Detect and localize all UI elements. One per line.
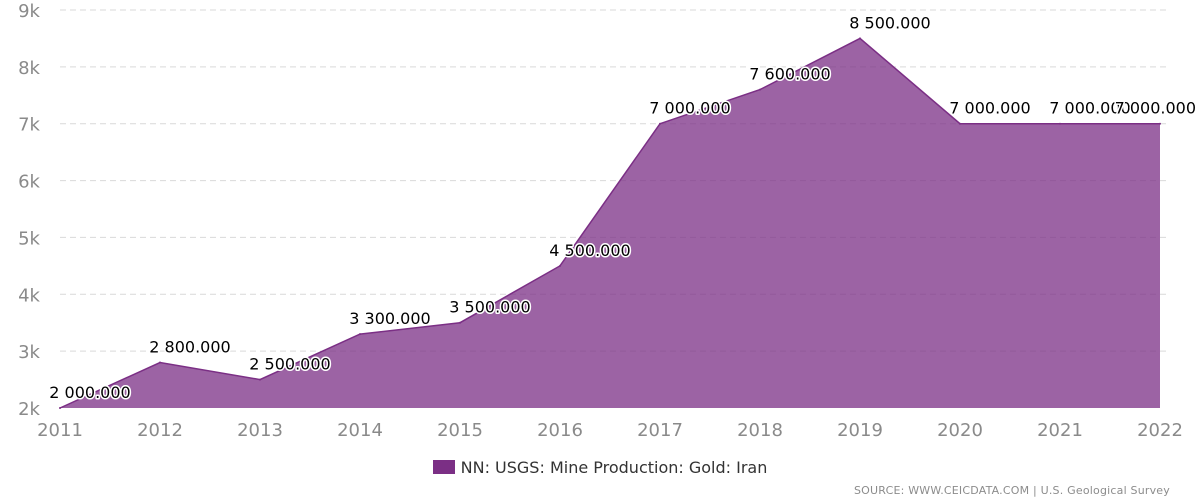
- x-tick-label: 2014: [337, 420, 383, 441]
- data-label: 2 000.000: [49, 383, 130, 402]
- x-tick-label: 2019: [837, 420, 883, 441]
- y-tick-label: 5k: [18, 228, 40, 249]
- data-label: 2 500.000: [249, 355, 330, 374]
- data-label: 3 500.000: [449, 298, 530, 317]
- y-tick-label: 6k: [18, 172, 40, 193]
- data-point: [1159, 122, 1161, 125]
- y-tick-label: 9k: [18, 1, 40, 22]
- area-series: [59, 37, 1161, 409]
- data-point: [59, 407, 61, 409]
- x-tick-label: 2021: [1037, 420, 1083, 441]
- x-axis-ticks: 2011 2012 2013 2014 2015 2016 2017 2018 2019 2020…: [37, 420, 1183, 441]
- data-label: 7 000.000: [949, 99, 1030, 118]
- x-tick-label: 2015: [437, 420, 483, 441]
- series-area: [60, 38, 1160, 409]
- data-label: 7 000.000: [649, 99, 730, 118]
- x-tick-label: 2018: [737, 420, 783, 441]
- x-tick-label: 2017: [637, 420, 683, 441]
- x-tick-label: 2022: [1137, 420, 1183, 441]
- y-tick-label: 3k: [18, 342, 40, 363]
- legend-label: NN: USGS: Mine Production: Gold: Iran: [460, 458, 768, 477]
- x-tick-label: 2013: [237, 420, 283, 441]
- x-tick-label: 2011: [37, 420, 83, 441]
- data-label: 2 800.000: [149, 338, 230, 357]
- data-point: [659, 122, 661, 125]
- data-point: [259, 378, 261, 381]
- y-tick-label: 8k: [18, 58, 40, 79]
- data-point: [159, 361, 161, 364]
- y-tick-label: 4k: [18, 285, 40, 306]
- series-line: [59, 37, 1160, 409]
- data-point: [459, 321, 461, 324]
- x-tick-label: 2016: [537, 420, 583, 441]
- y-tick-label: 7k: [18, 115, 40, 136]
- data-point: [759, 88, 761, 91]
- data-label: 3 300.000: [349, 309, 430, 328]
- data-label: 7 600.000: [749, 65, 830, 84]
- data-label: 7 000.000: [1115, 99, 1196, 118]
- legend[interactable]: NN: USGS: Mine Production: Gold: Iran: [0, 458, 1200, 477]
- legend-swatch: [432, 460, 455, 474]
- y-tick-label: 2k: [18, 399, 40, 420]
- data-point: [1059, 122, 1061, 125]
- x-tick-label: 2012: [137, 420, 183, 441]
- source-note: SOURCE: WWW.CEICDATA.COM | U.S. Geologic…: [854, 484, 1170, 497]
- data-point: [359, 333, 361, 336]
- data-label: 8 500.000: [849, 13, 930, 32]
- data-label: 4 500.000: [549, 241, 630, 260]
- y-axis-ticks: 2k 3k 4k 5k 6k 7k 8k 9k: [18, 1, 40, 420]
- data-labels: 2 000.000 2 800.000 2 500.000 3 300.000 3 50…: [48, 12, 1198, 404]
- data-point: [559, 264, 561, 267]
- data-point: [959, 122, 961, 125]
- data-point: [859, 37, 861, 40]
- x-tick-label: 2020: [937, 420, 983, 441]
- data-label: 7 000.000: [1049, 99, 1130, 118]
